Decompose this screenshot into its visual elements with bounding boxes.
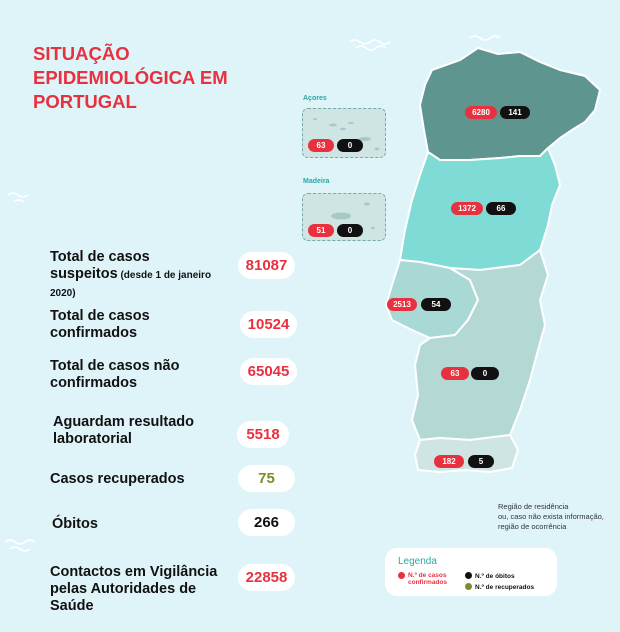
azores-confirmed-badge: 63 [308,139,334,152]
region-note: Região de residência ou, caso não exista … [498,502,604,531]
region-alentejo-deaths-badge: 0 [471,367,499,380]
azores-deaths-badge: 0 [337,139,363,152]
region-alentejo-confirmed-badge: 63 [441,367,469,380]
region-center-confirmed-badge: 1372 [451,202,483,215]
stat-value-not-confirmed: 65045 [240,358,297,385]
legend-confirmed-label: N.º de casos confirmados [408,572,448,586]
stat-label-awaiting: Aguardam resultado laboratorial [53,414,194,447]
legend-recovered-dot [465,583,472,590]
island-label-madeira: Madeira [303,178,330,185]
stat-value-recovered: 75 [238,465,295,492]
region-algarve [414,434,519,473]
stat-label-not-confirmed: Total de casos não confirmados [50,358,180,391]
island-box-azores: 63 0 [302,108,386,158]
legend-deaths-label: N.º de óbitos [475,573,515,580]
stat-value-deaths: 266 [238,509,295,536]
azores-islands-shape [313,118,380,151]
stat-label-confirmed: Total de casos confirmados [50,308,150,341]
stat-value-confirmed: 10524 [240,311,297,338]
region-north-confirmed-badge: 6280 [465,106,497,119]
region-north-deaths-badge: 141 [500,106,530,119]
legend-deaths-dot [465,572,472,579]
stat-label-suspected: Total de casos suspeitos (desde 1 de jan… [50,249,212,299]
title-line-3: PORTUGAL [33,91,137,112]
island-box-madeira: 51 0 [302,193,386,241]
region-algarve-deaths-badge: 5 [468,455,494,468]
title-line-1: SITUAÇÃO [33,43,130,64]
title-line-2: EPIDEMIOLÓGICA EM [33,67,228,88]
legend-title: Legenda [398,556,437,567]
legend-confirmed-dot [398,572,405,579]
legend-recovered-label: N.º de recuperados [475,584,535,591]
stat-value-contacts: 22858 [238,564,295,591]
legend: Legenda N.º de casos confirmados N.º de ó… [385,548,557,596]
stat-label-deaths: Óbitos [52,516,98,532]
madeira-islands-shape [331,202,375,230]
region-algarve-confirmed-badge: 182 [434,455,464,468]
stat-label-contacts: Contactos em Vigilância pelas Autoridades… [50,564,218,614]
region-center-deaths-badge: 66 [486,202,516,215]
region-lisbon-deaths-badge: 54 [421,298,451,311]
region-north [419,47,601,161]
madeira-deaths-badge: 0 [337,224,363,237]
island-label-azores: Açores [303,95,327,102]
region-lisbon-confirmed-badge: 2513 [387,298,417,311]
stat-value-suspected: 81087 [238,252,295,279]
stat-label-recovered: Casos recuperados [50,471,185,487]
page-title: SITUAÇÃO EPIDEMIOLÓGICA EM PORTUGAL [33,42,293,114]
madeira-confirmed-badge: 51 [308,224,334,237]
stat-value-awaiting: 5518 [237,421,289,448]
